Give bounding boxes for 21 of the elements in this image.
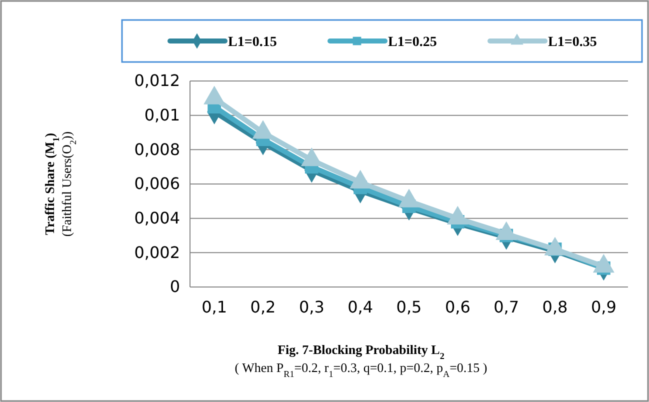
legend-label: L1=0.35 <box>548 35 597 50</box>
x-tick-label: 0,6 <box>444 297 470 316</box>
y-tick-label: 0 <box>170 277 180 296</box>
x-tick-label: 0,9 <box>590 297 616 316</box>
x-tick-label: 0,1 <box>202 297 228 316</box>
x-tick-label: 0,2 <box>250 297 276 316</box>
y-tick-label: 0,006 <box>134 174 180 194</box>
x-tick-label: 0,7 <box>494 297 520 316</box>
x-tick-label: 0,8 <box>542 297 568 316</box>
y-tick-label: 0,01 <box>144 105 180 124</box>
text: ( When P$_{R1}$=0.2, r$_{1}$=0.3, q=0.1, p=0.2, p$_{A}$=0.15 ) <box>234 360 488 379</box>
x-tick-label: 0,4 <box>348 297 374 316</box>
legend-label: L1=0.25 <box>388 35 437 50</box>
legend-label: L1=0.15 <box>228 35 277 50</box>
x-tick-label: 0,5 <box>396 297 422 316</box>
y-tick-label: 0,002 <box>134 242 180 262</box>
y-tick-label: 0,004 <box>134 208 180 228</box>
y-tick-label: 0,008 <box>134 140 180 159</box>
x-axis-title: Fig. 7-Blocking Probability L$_{2}$ <box>278 342 445 361</box>
y-tick-label: 0,012 <box>134 71 180 90</box>
x-tick-label: 0,3 <box>298 297 324 316</box>
